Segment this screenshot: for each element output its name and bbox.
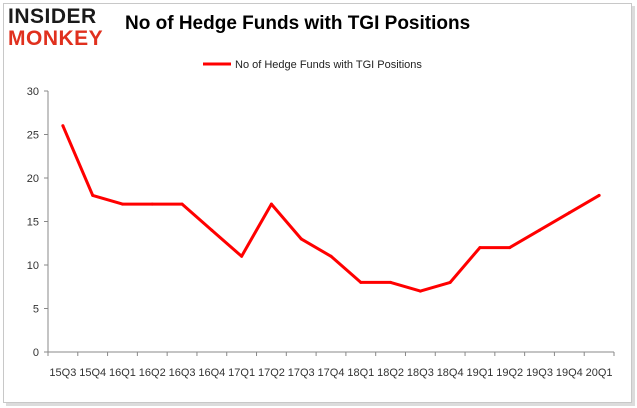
legend-label: No of Hedge Funds with TGI Positions — [235, 59, 422, 71]
legend: No of Hedge Funds with TGI Positions — [203, 59, 422, 71]
data-point — [180, 202, 184, 206]
x-tick-label: 17Q1 — [228, 367, 255, 379]
data-point — [61, 124, 65, 128]
x-tick-label: 16Q2 — [139, 367, 166, 379]
data-point — [448, 280, 452, 284]
y-tick-label: 20 — [27, 173, 39, 185]
x-tick-label: 18Q3 — [407, 367, 434, 379]
logo-text-top: INSIDER — [8, 5, 97, 28]
data-point — [597, 193, 601, 197]
x-tick-label: 19Q4 — [556, 367, 583, 379]
x-tick-label: 17Q4 — [318, 367, 345, 379]
data-point — [210, 228, 214, 232]
data-point — [150, 202, 154, 206]
y-tick-label: 0 — [33, 347, 39, 359]
x-tick-label: 16Q1 — [109, 367, 136, 379]
x-tick-label: 18Q4 — [437, 367, 464, 379]
data-point — [299, 237, 303, 241]
tick-labels: 0 5 10 15 20 25 30 15Q3 15Q4 16Q1 16Q2 16Q3 16Q4 17Q1… — [27, 86, 613, 379]
series-lines — [61, 124, 601, 293]
data-point — [538, 228, 542, 232]
x-tick-label: 19Q3 — [526, 367, 553, 379]
logo-text-bottom: MONKEY — [8, 27, 104, 50]
series-line — [61, 124, 601, 293]
x-tick-label: 19Q1 — [466, 367, 493, 379]
x-tick-label: 17Q3 — [288, 367, 315, 379]
insider-monkey-logo: INSIDER MONKEY — [8, 6, 108, 52]
data-point — [91, 193, 95, 197]
x-tick-label: 18Q1 — [347, 367, 374, 379]
data-point — [240, 254, 244, 258]
x-tick-label: 18Q2 — [377, 367, 404, 379]
y-tick-label: 15 — [27, 217, 39, 229]
chart-title: No of Hedge Funds with TGI Positions — [125, 13, 471, 34]
data-point — [478, 246, 482, 250]
x-tick-label: 15Q4 — [79, 367, 106, 379]
chart-frame — [3, 3, 632, 403]
x-tick-label: 20Q1 — [586, 367, 613, 379]
data-point — [418, 289, 422, 293]
data-point — [508, 246, 512, 250]
data-point — [269, 202, 273, 206]
data-point — [389, 280, 393, 284]
data-point — [329, 254, 333, 258]
y-tick-label: 10 — [27, 260, 39, 272]
data-point — [120, 202, 124, 206]
x-tick-label: 16Q4 — [198, 367, 225, 379]
y-tick-label: 5 — [33, 304, 39, 316]
x-tick-label: 19Q2 — [496, 367, 523, 379]
data-point — [359, 280, 363, 284]
axes — [44, 90, 615, 356]
data-point — [567, 211, 571, 215]
x-tick-label: 15Q3 — [49, 367, 76, 379]
x-tick-label: 17Q2 — [258, 367, 285, 379]
y-tick-label: 30 — [27, 86, 39, 98]
y-tick-label: 25 — [27, 130, 39, 142]
x-tick-label: 16Q3 — [169, 367, 196, 379]
